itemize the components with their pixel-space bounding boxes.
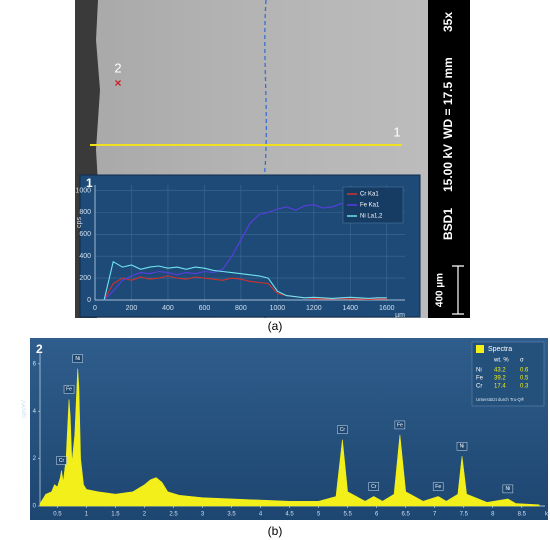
- peak-box: [63, 385, 75, 394]
- spectrum-area: [39, 368, 540, 507]
- legend-label: Cr Ka1: [360, 192, 379, 198]
- x-tick-label: 3.5: [227, 512, 236, 518]
- peak-label: Ni: [460, 444, 465, 450]
- x-tick-label: 8.5: [518, 512, 527, 518]
- x-tick-label: 4.5: [285, 512, 294, 518]
- peak-box: [394, 420, 406, 430]
- x-tick-label: 6: [375, 512, 379, 518]
- peak-box: [337, 425, 348, 434]
- peak-label: Ni: [505, 486, 510, 492]
- x-tick-label: 7: [433, 512, 437, 518]
- x-tick-label: 5: [317, 512, 321, 518]
- table-cell: 43.2: [494, 368, 506, 374]
- series-line: [103, 203, 387, 301]
- x-tick-label: 1.5: [111, 512, 120, 518]
- x-tick-label: 1600: [379, 305, 395, 312]
- peak-box: [72, 354, 83, 363]
- micrograph: 1 2 × 35x WD = 17.5 mm 15.00 kV BSD1 400…: [75, 0, 470, 319]
- point-marker: ×: [114, 76, 121, 90]
- peak-label: Fe: [435, 484, 441, 490]
- peak-label: Fe: [397, 422, 403, 428]
- table-title: Spectra: [488, 346, 512, 353]
- x-tick-label: 4: [259, 512, 263, 518]
- y-tick-label: 600: [79, 231, 91, 238]
- x-tick-label: 600: [199, 305, 211, 312]
- scale-bar: [452, 265, 464, 315]
- table-note: Unterstützt durch Tru-Q®: [476, 397, 525, 402]
- x-tick-label: 800: [235, 305, 247, 312]
- peak-box: [456, 441, 468, 451]
- legend-label: Fe Ka1: [360, 203, 380, 209]
- table-cell: Fe: [476, 376, 484, 382]
- x-tick-label: 1400: [343, 305, 359, 312]
- x-tick-label: 1000: [270, 305, 286, 312]
- y-tick-label: 1000: [75, 187, 91, 194]
- peak-label: Ni: [75, 356, 80, 362]
- y-axis-label: cps: [76, 217, 83, 228]
- series-line: [103, 260, 387, 301]
- table-cell: 0.3: [520, 384, 529, 390]
- chart-label: 1: [86, 176, 93, 190]
- y-tick-label: 200: [79, 275, 91, 282]
- info-panel: [428, 0, 470, 318]
- x-tick-label: 0.5: [53, 512, 62, 518]
- x-axis-label: µm: [395, 312, 405, 319]
- series-line: [103, 275, 387, 301]
- peak-label: Cr: [371, 484, 377, 490]
- y-tick-label: 400: [79, 253, 91, 260]
- table-cell: Cr: [476, 384, 482, 390]
- table-header: σ: [520, 358, 524, 364]
- table-header: wt. %: [493, 358, 509, 364]
- legend-label: Ni La1,2: [360, 214, 383, 220]
- table-cell: 0.5: [520, 376, 529, 382]
- table-cell: Ni: [476, 368, 482, 374]
- y-tick-label: 4: [33, 409, 37, 415]
- y-tick-label: 0: [33, 504, 37, 510]
- x-axis-label: keV: [545, 512, 550, 518]
- chart-label: 2: [36, 342, 43, 356]
- x-tick-label: 2: [143, 512, 147, 518]
- detector: BSD1: [441, 208, 455, 240]
- magnification: 35x: [441, 12, 455, 32]
- caption: (b): [268, 524, 283, 538]
- y-tick-label: 6: [33, 361, 37, 367]
- peak-box: [368, 482, 380, 491]
- peak-label: Fe: [66, 387, 72, 393]
- voltage: 15.00 kV: [441, 144, 455, 192]
- x-tick-label: 2.5: [169, 512, 178, 518]
- table-cell: 0.6: [520, 368, 529, 374]
- x-tick-label: 0: [93, 305, 97, 312]
- peak-label: Cr: [340, 427, 346, 433]
- x-tick-label: 400: [162, 305, 174, 312]
- working-distance: WD = 17.5 mm: [441, 57, 455, 139]
- x-tick-label: 8: [491, 512, 495, 518]
- table-cell: 39.2: [494, 376, 506, 382]
- x-tick-label: 6.5: [402, 512, 411, 518]
- spectrum-panel: [30, 338, 548, 520]
- caption: (a): [268, 319, 283, 333]
- scan-label: 1: [393, 124, 400, 139]
- x-tick-label: 3: [201, 512, 205, 518]
- x-tick-label: 7.5: [460, 512, 469, 518]
- legend-swatch: [476, 345, 484, 353]
- scale-label: 400 µm: [435, 273, 446, 307]
- peak-label: Cr: [59, 458, 65, 464]
- peak-box: [502, 484, 514, 494]
- y-axis-label: cps/eV: [22, 400, 28, 418]
- x-tick-label: 1200: [306, 305, 322, 312]
- x-tick-label: 5.5: [343, 512, 352, 518]
- peak-box: [432, 482, 444, 491]
- y-tick-label: 800: [79, 209, 91, 216]
- peak-box: [56, 456, 67, 465]
- x-tick-label: 200: [126, 305, 138, 312]
- fusion-line: [262, 0, 267, 319]
- point-label: 2: [114, 60, 121, 75]
- y-tick-label: 2: [33, 456, 37, 462]
- y-tick-label: 0: [87, 297, 91, 304]
- x-tick-label: 1: [85, 512, 89, 518]
- table-cell: 17.4: [494, 384, 506, 390]
